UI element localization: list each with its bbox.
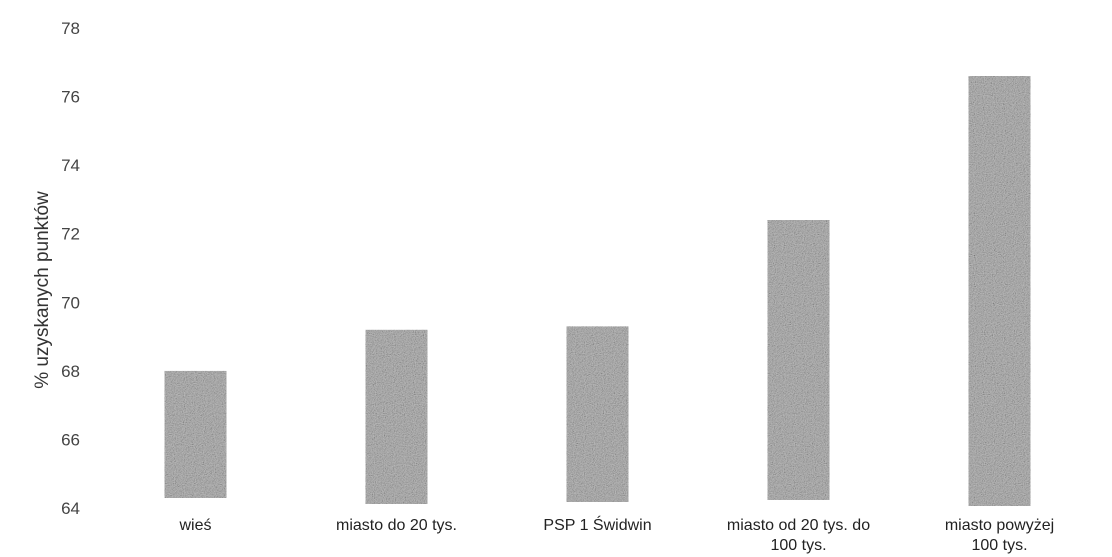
x-category-label: PSP 1 Świdwin — [543, 515, 651, 534]
bar-4 — [968, 76, 1031, 506]
y-tick-label: 70 — [61, 293, 80, 312]
y-tick-label: 78 — [61, 19, 80, 38]
y-tick-label: 76 — [61, 88, 80, 107]
y-tick-label: 68 — [61, 362, 80, 381]
y-axis-ticks: 64 66 68 70 72 74 76 78 — [61, 19, 80, 518]
x-axis-labels: wieś miasto do 20 tys. PSP 1 Świdwin miasto… — [178, 515, 1054, 554]
y-tick-label: 72 — [61, 225, 80, 244]
bar-1 — [365, 329, 428, 504]
bar-3 — [767, 220, 830, 500]
y-tick-label: 64 — [61, 499, 80, 518]
x-category-label: wieś — [178, 517, 211, 534]
y-axis-title: % uzyskanych punktów — [32, 191, 53, 389]
y-tick-label: 74 — [61, 156, 80, 175]
x-category-label: miasto do 20 tys. — [336, 517, 457, 534]
bar-2 — [566, 326, 629, 502]
bars — [164, 76, 1031, 506]
x-category-label: miasto od 20 tys. do 100 tys. — [727, 517, 870, 554]
bar-0 — [164, 370, 227, 498]
y-tick-label: 66 — [61, 430, 80, 449]
x-category-label: miasto powyżej 100 tys. — [945, 517, 1054, 554]
